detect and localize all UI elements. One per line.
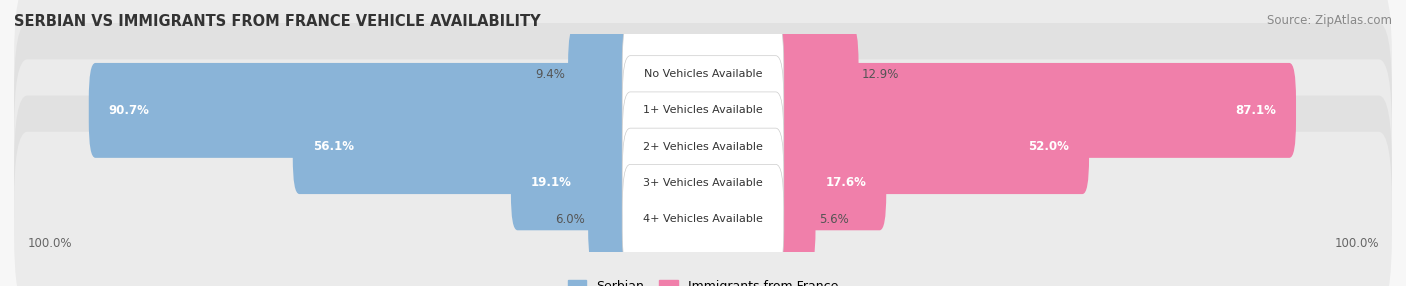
FancyBboxPatch shape bbox=[14, 23, 1392, 198]
FancyBboxPatch shape bbox=[623, 19, 783, 129]
FancyBboxPatch shape bbox=[89, 63, 637, 158]
FancyBboxPatch shape bbox=[623, 92, 783, 201]
FancyBboxPatch shape bbox=[14, 59, 1392, 234]
Text: Source: ZipAtlas.com: Source: ZipAtlas.com bbox=[1267, 14, 1392, 27]
FancyBboxPatch shape bbox=[769, 27, 859, 122]
Text: 56.1%: 56.1% bbox=[312, 140, 354, 153]
FancyBboxPatch shape bbox=[623, 128, 783, 238]
Text: 6.0%: 6.0% bbox=[555, 212, 585, 226]
Text: 4+ Vehicles Available: 4+ Vehicles Available bbox=[643, 214, 763, 224]
FancyBboxPatch shape bbox=[623, 164, 783, 274]
FancyBboxPatch shape bbox=[14, 0, 1392, 162]
Text: 87.1%: 87.1% bbox=[1236, 104, 1277, 117]
Text: 12.9%: 12.9% bbox=[862, 68, 900, 81]
FancyBboxPatch shape bbox=[510, 135, 637, 230]
FancyBboxPatch shape bbox=[769, 172, 815, 267]
FancyBboxPatch shape bbox=[568, 27, 637, 122]
Text: 100.0%: 100.0% bbox=[1334, 237, 1379, 250]
Text: No Vehicles Available: No Vehicles Available bbox=[644, 69, 762, 79]
Text: 19.1%: 19.1% bbox=[531, 176, 572, 189]
Text: 17.6%: 17.6% bbox=[825, 176, 866, 189]
FancyBboxPatch shape bbox=[769, 135, 886, 230]
Text: 5.6%: 5.6% bbox=[818, 212, 849, 226]
Text: 1+ Vehicles Available: 1+ Vehicles Available bbox=[643, 106, 763, 115]
Text: 52.0%: 52.0% bbox=[1028, 140, 1069, 153]
Legend: Serbian, Immigrants from France: Serbian, Immigrants from France bbox=[568, 280, 838, 286]
FancyBboxPatch shape bbox=[769, 99, 1090, 194]
FancyBboxPatch shape bbox=[588, 172, 637, 267]
FancyBboxPatch shape bbox=[769, 63, 1296, 158]
Text: 2+ Vehicles Available: 2+ Vehicles Available bbox=[643, 142, 763, 152]
FancyBboxPatch shape bbox=[14, 132, 1392, 286]
Text: 90.7%: 90.7% bbox=[108, 104, 149, 117]
FancyBboxPatch shape bbox=[292, 99, 637, 194]
Text: SERBIAN VS IMMIGRANTS FROM FRANCE VEHICLE AVAILABILITY: SERBIAN VS IMMIGRANTS FROM FRANCE VEHICL… bbox=[14, 14, 541, 29]
Text: 9.4%: 9.4% bbox=[534, 68, 565, 81]
FancyBboxPatch shape bbox=[623, 56, 783, 165]
FancyBboxPatch shape bbox=[14, 96, 1392, 270]
Text: 3+ Vehicles Available: 3+ Vehicles Available bbox=[643, 178, 763, 188]
Text: 100.0%: 100.0% bbox=[27, 237, 72, 250]
